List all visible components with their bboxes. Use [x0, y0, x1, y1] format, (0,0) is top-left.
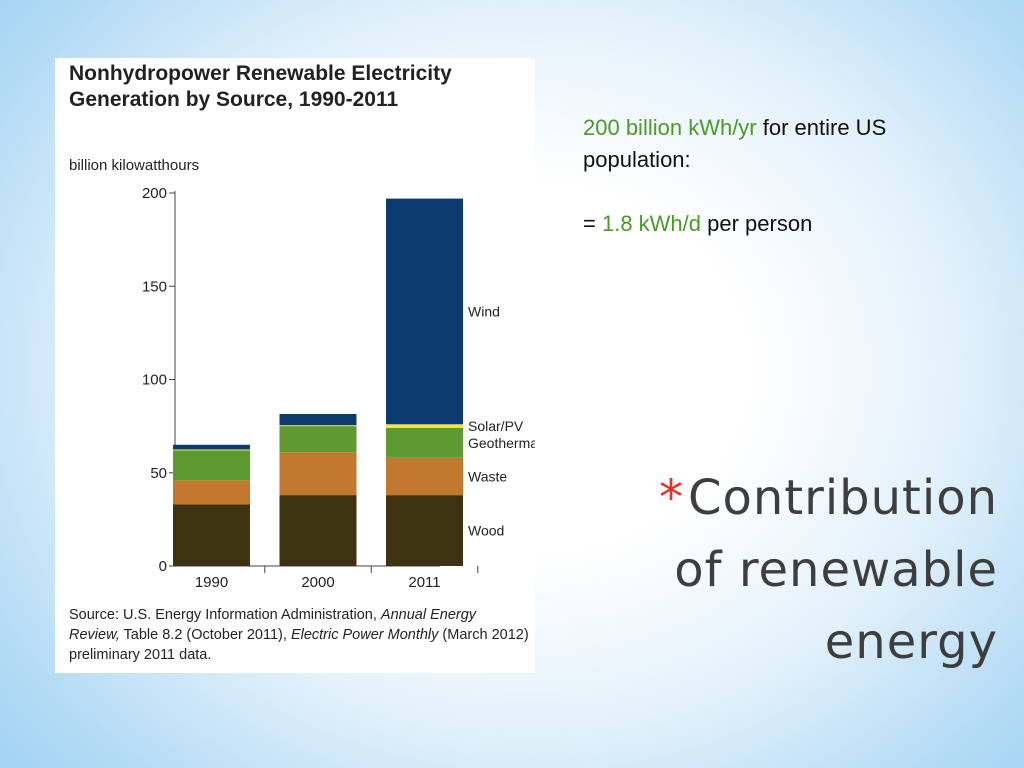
slide-title-text-1: Contribution: [687, 470, 998, 526]
asterisk-bullet-icon: *: [658, 470, 684, 526]
bar-segment-solar-pv-2011: [386, 424, 463, 428]
x-tick-label: 2011: [408, 574, 440, 591]
y-tick-label: 100: [142, 372, 167, 389]
slide-title-line-1: *Contribution: [538, 462, 998, 534]
bar-segment-solar-pv-2000: [279, 425, 357, 427]
legend-label-waste: Waste: [468, 468, 507, 484]
bar-segment-waste-2000: [279, 452, 357, 496]
y-tick-label: 150: [142, 278, 167, 295]
total-generation-value: 200 billion kWh/yr: [583, 115, 757, 140]
stacked-bar-chart: 0 50 100 150 200 1990 2000 2011 Wood Waste Geother…: [142, 185, 535, 591]
bar-segment-wind-1990: [173, 444, 250, 450]
bar-segment-geothermal-2000: [279, 426, 357, 453]
chart-source: Source: U.S. Energy Information Administ…: [69, 605, 529, 665]
bar-segment-wood-2000: [279, 495, 357, 566]
info-line-1: 200 billion kWh/yr for entire US populat…: [583, 112, 993, 176]
per-person-value: 1.8 kWh/d: [601, 211, 702, 236]
y-tick-label: 200: [142, 185, 167, 202]
bar-segment-waste-2011: [386, 457, 463, 496]
bar-segment-waste-1990: [173, 480, 250, 505]
slide-title-line-2: of renewable: [674, 542, 998, 598]
source-suffix: (March 2012) preliminary 2011 data.: [69, 627, 529, 663]
x-tick-label: 1990: [195, 574, 228, 591]
slide-title-line-3: energy: [824, 614, 998, 670]
info-line-2-prefix: =: [583, 211, 602, 236]
bar-segment-wood-2011: [386, 495, 463, 566]
bar-segment-solar-pv-1990: [173, 449, 250, 451]
y-axis-label: billion kilowatthours: [69, 157, 200, 174]
bar-segment-wind-2000: [279, 414, 357, 426]
legend-label-geothermal: Geothermal: [468, 435, 535, 451]
legend-label-solar-pv: Solar/PV: [468, 418, 524, 434]
info-text: 200 billion kWh/yr for entire US populat…: [583, 112, 993, 240]
source-mid: Table 8.2 (October 2011),: [119, 627, 291, 643]
chart-panel: Nonhydropower Renewable Electricity Gene…: [55, 58, 535, 673]
legend-label-wood: Wood: [468, 523, 504, 539]
slide-title: *Contribution of renewable energy: [538, 462, 998, 678]
chart-title: Nonhydropower Renewable Electricity Gene…: [69, 62, 452, 111]
source-italic-2: Electric Power Monthly: [290, 627, 439, 643]
y-tick-label: 50: [150, 465, 167, 482]
info-line-1-rest: for entire US population:: [583, 115, 887, 172]
info-line-2: = 1.8 kWh/d per person: [583, 208, 993, 240]
source-italic-1: Annual Energy Review,: [69, 607, 477, 643]
source-prefix: Source: U.S. Energy Information Administ…: [69, 607, 381, 623]
info-line-2-rest: per person: [701, 211, 813, 236]
legend-label-wind: Wind: [468, 303, 500, 319]
y-tick-label: 0: [159, 558, 167, 575]
bar-segment-geothermal-1990: [173, 450, 250, 481]
bar-segment-wind-2011: [386, 198, 463, 425]
x-tick-label: 2000: [301, 574, 334, 591]
bar-segment-geothermal-2011: [386, 427, 463, 458]
bar-segment-wood-1990: [173, 504, 250, 566]
